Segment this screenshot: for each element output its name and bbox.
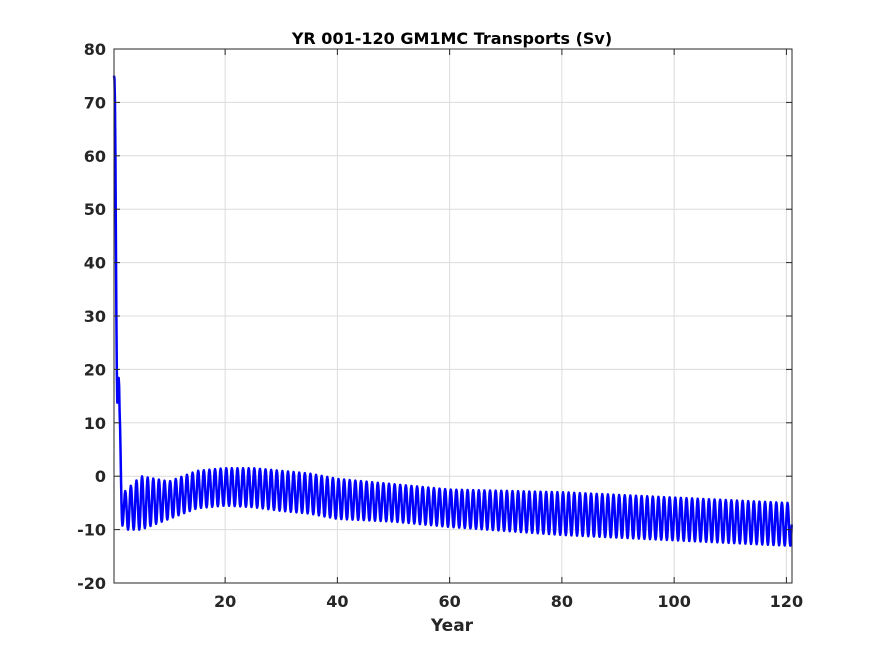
y-tick-label: 0	[95, 467, 106, 486]
y-tick-label: -20	[77, 574, 106, 593]
y-tick-label: 10	[84, 414, 106, 433]
y-tick-label: 60	[84, 147, 106, 166]
y-tick-label: 80	[84, 40, 106, 59]
x-tick-label: 120	[770, 592, 803, 611]
chart-title: YR 001-120 GM1MC Transports (Sv)	[291, 29, 612, 48]
y-tick-label: 20	[84, 360, 106, 379]
y-tick-label: 30	[84, 307, 106, 326]
x-tick-label: 80	[551, 592, 573, 611]
series-line-0	[112, 75, 793, 547]
x-tick-label: 100	[657, 592, 690, 611]
y-tick-label: 50	[84, 200, 106, 219]
series-group	[112, 75, 793, 547]
x-tick-label: 20	[214, 592, 236, 611]
x-tick-label: 60	[438, 592, 460, 611]
x-axis-label: Year	[430, 616, 474, 636]
y-tick-label: -10	[77, 521, 106, 540]
y-tick-label: 40	[84, 254, 106, 273]
y-tick-label: 70	[84, 93, 106, 112]
x-tick-label: 40	[326, 592, 348, 611]
